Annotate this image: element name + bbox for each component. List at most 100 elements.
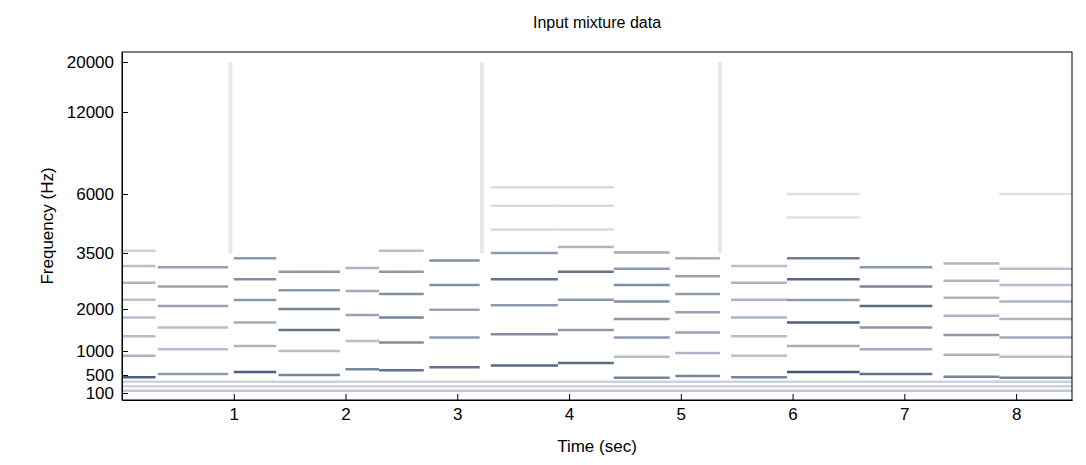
partial	[943, 376, 999, 379]
partial	[429, 336, 479, 339]
partial	[787, 278, 860, 281]
partial	[999, 376, 1072, 379]
partial	[860, 348, 933, 351]
partial	[122, 381, 1072, 384]
partial	[122, 298, 156, 301]
partial	[675, 352, 720, 355]
partial	[346, 340, 380, 343]
partial	[278, 329, 339, 332]
partial	[234, 345, 276, 348]
partial	[122, 249, 156, 252]
partial	[491, 333, 558, 336]
partial	[614, 318, 670, 321]
tick-label: 12000	[67, 103, 114, 122]
plot-background	[122, 52, 1072, 400]
partial	[158, 373, 228, 376]
partial	[491, 278, 558, 281]
partial	[558, 186, 614, 189]
partial	[158, 326, 228, 329]
tick-mark	[681, 394, 682, 400]
tick: 2000	[76, 300, 128, 319]
tick: 2	[341, 394, 350, 424]
tick: 3	[453, 394, 462, 424]
partial	[346, 267, 380, 270]
partial	[346, 314, 380, 317]
tick: 4	[565, 394, 574, 424]
partial	[158, 285, 228, 288]
tick: 1	[230, 394, 239, 424]
partial	[122, 316, 156, 319]
partial	[943, 297, 999, 300]
marks	[122, 62, 1072, 391]
partial	[860, 305, 933, 308]
chart: 1234567810050010002000350060001200020000…	[0, 0, 1086, 465]
partial	[122, 282, 156, 285]
tick-label: 3500	[76, 244, 114, 263]
partial	[234, 371, 276, 374]
partial	[558, 298, 614, 301]
partial	[787, 299, 860, 302]
tick: 1000	[76, 342, 128, 361]
partial	[675, 311, 720, 314]
partial	[122, 355, 156, 358]
partial	[346, 290, 380, 293]
partial	[731, 265, 787, 268]
partial	[614, 336, 670, 339]
partial	[943, 354, 999, 357]
tick: 20000	[67, 53, 128, 72]
tick: 5	[677, 394, 686, 424]
tick-label: 1000	[76, 342, 114, 361]
partial	[860, 266, 933, 269]
tick-mark	[122, 375, 128, 376]
partial	[943, 279, 999, 282]
x-axis: 1 2 3 4 5 6 7 8	[123, 394, 1073, 424]
partial	[558, 270, 614, 273]
partial	[731, 355, 787, 358]
partial	[278, 350, 339, 353]
partial	[122, 390, 1072, 393]
partial	[614, 300, 670, 303]
partial	[278, 289, 339, 292]
partial	[491, 205, 558, 208]
tick: 8	[1012, 394, 1021, 424]
partial	[346, 368, 380, 371]
tick-mark	[122, 309, 128, 310]
partial	[860, 326, 933, 329]
tick: 12000	[67, 103, 128, 122]
tick-label: 6	[788, 405, 797, 424]
partial	[234, 299, 276, 302]
tick-label: 100	[86, 384, 114, 403]
partial	[234, 278, 276, 281]
partial	[999, 284, 1072, 287]
tick-label: 5	[677, 405, 686, 424]
partial	[558, 246, 614, 249]
partial	[278, 270, 339, 273]
partial	[731, 316, 787, 319]
partial	[122, 265, 156, 268]
partial	[429, 309, 479, 312]
tick-label: 1	[230, 405, 239, 424]
partial	[614, 251, 670, 254]
partial	[234, 321, 276, 324]
partial	[491, 364, 558, 367]
onset	[228, 62, 232, 253]
partial	[787, 321, 860, 324]
partial	[122, 376, 156, 379]
partial	[731, 376, 787, 379]
partial	[675, 293, 720, 296]
partial	[558, 362, 614, 365]
tick: 7	[900, 394, 909, 424]
partial	[787, 257, 860, 260]
partial	[943, 262, 999, 265]
partial	[731, 335, 787, 338]
partial	[614, 376, 670, 379]
partial	[234, 257, 276, 260]
partial	[999, 267, 1072, 270]
partial	[158, 305, 228, 308]
partial	[379, 270, 424, 273]
partial	[943, 334, 999, 337]
tick-mark	[122, 194, 128, 195]
partial	[999, 193, 1072, 196]
partial	[158, 266, 228, 269]
tick-mark	[122, 393, 128, 394]
